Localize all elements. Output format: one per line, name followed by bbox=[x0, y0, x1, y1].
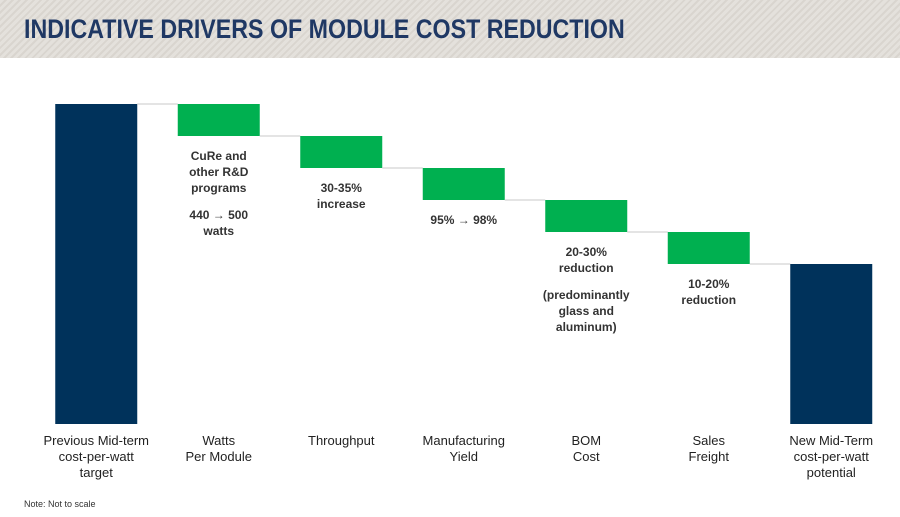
x-tick-label: New Mid-Term cost-per-watt potential bbox=[789, 433, 874, 480]
change-bar bbox=[545, 200, 628, 232]
total-bar bbox=[790, 264, 873, 424]
annotation: (predominantly glass and aluminum) bbox=[542, 288, 630, 334]
annotation: 20-30% reduction bbox=[558, 245, 614, 275]
header-band: INDICATIVE DRIVERS OF MODULE COST REDUCT… bbox=[0, 0, 900, 58]
x-tick-label: Throughput bbox=[308, 433, 375, 448]
annotation: CuRe and other R&D programs bbox=[189, 149, 249, 195]
x-tick-label: Watts Per Module bbox=[185, 433, 252, 464]
x-tick-label: Manufacturing Yield bbox=[422, 433, 505, 464]
x-tick-label: BOM Cost bbox=[571, 433, 602, 464]
change-bar bbox=[667, 232, 750, 264]
footnote: Note: Not to scale bbox=[24, 499, 96, 509]
chart-title: INDICATIVE DRIVERS OF MODULE COST REDUCT… bbox=[24, 14, 625, 44]
total-bar bbox=[55, 104, 138, 424]
x-tick-label: Sales Freight bbox=[688, 433, 729, 464]
annotation: 10-20% reduction bbox=[681, 277, 737, 307]
change-bar bbox=[422, 168, 505, 200]
change-bar bbox=[177, 104, 260, 136]
change-bar bbox=[300, 136, 383, 168]
annotation: 440 → 500 watts bbox=[189, 208, 249, 238]
annotation: 95% → 98% bbox=[430, 213, 498, 227]
annotation: 30-35% increase bbox=[316, 181, 366, 211]
x-tick-label: Previous Mid-term cost-per-watt target bbox=[43, 433, 149, 480]
